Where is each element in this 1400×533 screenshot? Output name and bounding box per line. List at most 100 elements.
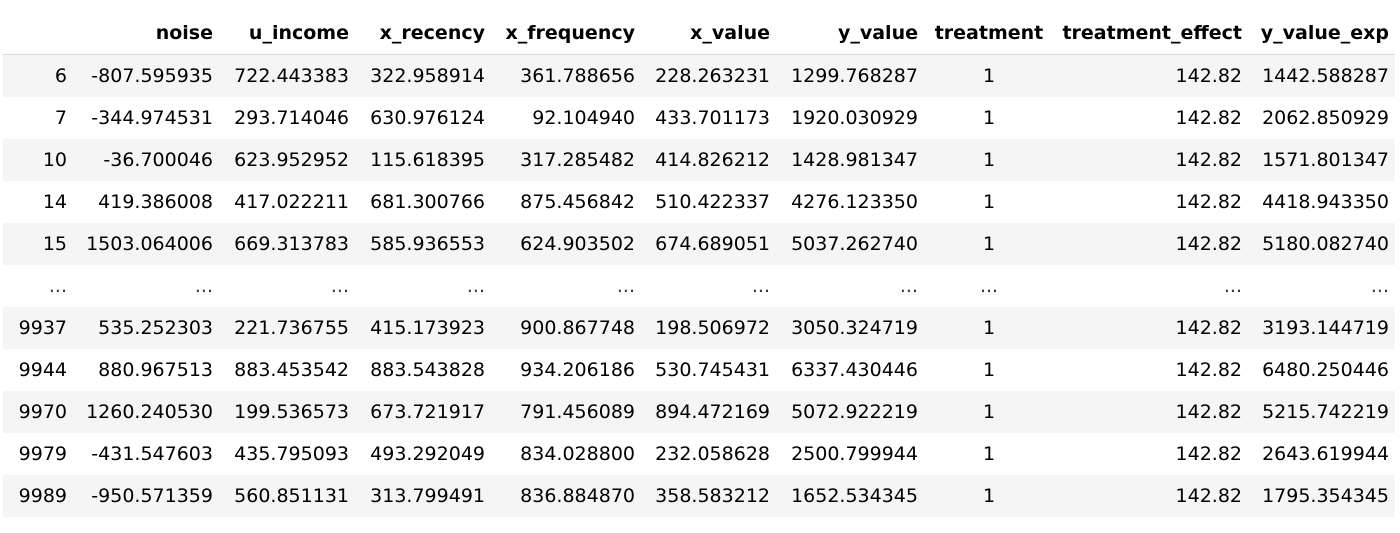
column-header-noise: noise xyxy=(73,12,219,55)
index-header xyxy=(3,12,73,55)
table-cell: ... xyxy=(616,275,635,297)
column-header-y-value-exp: y_value_exp xyxy=(1248,12,1395,55)
table-cell: 1428.981347 xyxy=(791,149,918,171)
table-cell: 934.206186 xyxy=(520,359,635,381)
table-cell: 836.884870 xyxy=(520,485,635,507)
row-index: 9989 xyxy=(18,485,67,507)
table-cell: 883.543828 xyxy=(370,359,485,381)
table-row: 9937 535.252303 221.736755 415.173923 900.86… xyxy=(3,307,1395,349)
table-cell: -36.700046 xyxy=(103,149,213,171)
row-index: ... xyxy=(48,275,67,297)
column-header-y-value: y_value xyxy=(776,12,924,55)
table-cell: 1 xyxy=(982,317,996,339)
table-cell: 221.736755 xyxy=(234,317,349,339)
table-cell: 415.173923 xyxy=(370,317,485,339)
table-cell: 142.82 xyxy=(1175,191,1242,213)
column-header-u-income: u_income xyxy=(219,12,355,55)
table-cell: 198.506972 xyxy=(655,317,770,339)
table-cell: 1795.354345 xyxy=(1262,485,1389,507)
table-cell: 1 xyxy=(982,359,996,381)
table-cell: 883.453542 xyxy=(234,359,349,381)
table-cell: 361.788656 xyxy=(520,65,635,87)
table-cell: 623.952952 xyxy=(234,149,349,171)
table-cell: 358.583212 xyxy=(655,485,770,507)
table-cell: 435.795093 xyxy=(234,443,349,465)
table-row: 6 -807.595935 722.443383 322.958914 361.7886… xyxy=(3,54,1395,97)
table-cell: 5037.262740 xyxy=(791,233,918,255)
table-cell: 880.967513 xyxy=(98,359,213,381)
table-cell: 5072.922219 xyxy=(791,401,918,423)
table-cell: 433.701173 xyxy=(655,107,770,129)
table-cell: 1 xyxy=(982,401,996,423)
table-cell: 834.028800 xyxy=(520,443,635,465)
table-cell: 493.292049 xyxy=(370,443,485,465)
table-cell: -950.571359 xyxy=(91,485,213,507)
table-cell: 2500.799944 xyxy=(791,443,918,465)
row-index: 14 xyxy=(42,191,67,213)
table-header: noise u_income x_recency x_frequency x_value… xyxy=(3,12,1395,55)
table-cell: 791.456089 xyxy=(520,401,635,423)
table-row: 15 1503.064006 669.313783 585.936553 624.903… xyxy=(3,223,1395,265)
table-cell: 681.300766 xyxy=(370,191,485,213)
table-cell: 630.976124 xyxy=(370,107,485,129)
table-cell: 722.443383 xyxy=(234,65,349,87)
table-cell: 142.82 xyxy=(1175,485,1242,507)
table-cell: 1 xyxy=(982,233,996,255)
dataframe-table: noise u_income x_recency x_frequency x_value… xyxy=(3,12,1395,517)
table-cell: 875.456842 xyxy=(520,191,635,213)
table-cell: 293.714046 xyxy=(234,107,349,129)
row-index: 7 xyxy=(54,107,67,129)
table-row: 9944 880.967513 883.453542 883.543828 934.20… xyxy=(3,349,1395,391)
table-cell: ... xyxy=(979,275,999,297)
table-cell: 142.82 xyxy=(1175,107,1242,129)
table-cell: 535.252303 xyxy=(98,317,213,339)
table-cell: 142.82 xyxy=(1175,359,1242,381)
table-cell: 585.936553 xyxy=(370,233,485,255)
table-cell: 894.472169 xyxy=(655,401,770,423)
table-cell: 560.851131 xyxy=(234,485,349,507)
table-cell: 1 xyxy=(982,107,996,129)
table-cell: 1 xyxy=(982,443,996,465)
table-cell: 313.799491 xyxy=(370,485,485,507)
row-index: 9979 xyxy=(18,443,67,465)
table-cell: 142.82 xyxy=(1175,149,1242,171)
table-row: .............................. xyxy=(3,265,1395,307)
table-cell: 624.903502 xyxy=(520,233,635,255)
table-cell: 142.82 xyxy=(1175,233,1242,255)
table-cell: 1503.064006 xyxy=(86,233,213,255)
table-cell: 510.422337 xyxy=(655,191,770,213)
table-cell: ... xyxy=(1370,275,1389,297)
row-index: 9937 xyxy=(18,317,67,339)
table-cell: 1652.534345 xyxy=(791,485,918,507)
table-cell: 92.104940 xyxy=(532,107,635,129)
table-cell: ... xyxy=(194,275,213,297)
table-cell: 417.022211 xyxy=(234,191,349,213)
table-cell: 142.82 xyxy=(1175,65,1242,87)
table-cell: 322.958914 xyxy=(370,65,485,87)
table-cell: 1 xyxy=(982,65,996,87)
table-cell: 3050.324719 xyxy=(791,317,918,339)
column-header-x-frequency: x_frequency xyxy=(491,12,641,55)
table-row: 14 419.386008 417.022211 681.300766 875.4568… xyxy=(3,181,1395,223)
table-cell: 232.058628 xyxy=(655,443,770,465)
table-cell: 2643.619944 xyxy=(1262,443,1389,465)
table-cell: 142.82 xyxy=(1175,317,1242,339)
table-cell: ... xyxy=(466,275,485,297)
table-cell: -807.595935 xyxy=(91,65,213,87)
table-cell: -344.974531 xyxy=(91,107,213,129)
table-cell: 1571.801347 xyxy=(1262,149,1389,171)
table-cell: ... xyxy=(899,275,918,297)
table-cell: 1 xyxy=(982,191,996,213)
table-row: 7 -344.974531 293.714046 630.976124 92.10494… xyxy=(3,97,1395,139)
table-cell: -431.547603 xyxy=(91,443,213,465)
table-cell: 900.867748 xyxy=(520,317,635,339)
row-index: 9944 xyxy=(18,359,67,381)
table-cell: 419.386008 xyxy=(98,191,213,213)
table-cell: 142.82 xyxy=(1175,401,1242,423)
table-cell: 669.313783 xyxy=(234,233,349,255)
table-cell: ... xyxy=(1223,275,1242,297)
table-row: 10 -36.700046 623.952952 115.618395 317.2854… xyxy=(3,139,1395,181)
table-cell: 1299.768287 xyxy=(791,65,918,87)
table-row: 9979 -431.547603 435.795093 493.292049 834.0… xyxy=(3,433,1395,475)
table-cell: ... xyxy=(751,275,770,297)
